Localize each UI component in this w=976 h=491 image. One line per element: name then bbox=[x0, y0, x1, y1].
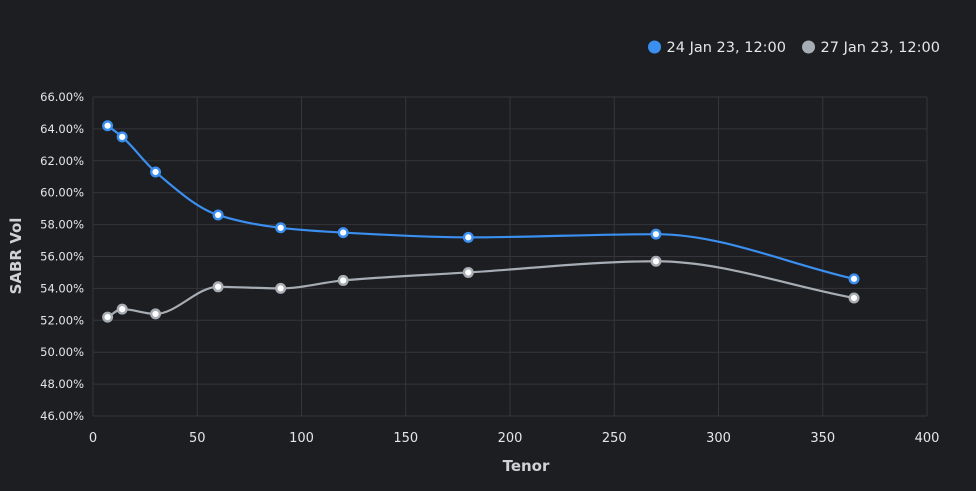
y-tick-label: 54.00% bbox=[40, 281, 84, 295]
legend[interactable]: 24 Jan 23, 12:00 27 Jan 23, 12:00 bbox=[648, 40, 940, 56]
data-point[interactable] bbox=[116, 131, 128, 143]
grid-lines bbox=[92, 96, 928, 417]
data-point[interactable] bbox=[337, 274, 349, 286]
y-tick-label: 62.00% bbox=[40, 154, 84, 168]
x-axis-title: Tenor bbox=[503, 457, 550, 475]
series-line-0 bbox=[106, 124, 856, 280]
legend-swatch bbox=[648, 40, 662, 54]
data-point[interactable] bbox=[275, 282, 287, 294]
x-tick-label: 250 bbox=[602, 431, 627, 446]
legend-item-1[interactable]: 27 Jan 23, 12:00 bbox=[802, 40, 940, 56]
x-tick-label: 300 bbox=[706, 431, 731, 446]
data-point[interactable] bbox=[212, 209, 224, 221]
x-tick-label: 50 bbox=[189, 431, 206, 446]
data-point[interactable] bbox=[337, 227, 349, 239]
data-point[interactable] bbox=[462, 231, 474, 243]
legend-swatch bbox=[802, 40, 816, 54]
y-tick-label: 64.00% bbox=[40, 122, 84, 136]
legend-label: 24 Jan 23, 12:00 bbox=[667, 40, 786, 56]
y-tick-label: 50.00% bbox=[40, 345, 84, 359]
data-point[interactable] bbox=[275, 222, 287, 234]
y-tick-label: 52.00% bbox=[40, 313, 84, 327]
legend-label: 27 Jan 23, 12:00 bbox=[821, 40, 940, 56]
data-point[interactable] bbox=[462, 266, 474, 278]
axis-tick-labels: 46.00% 48.00% 50.00% 52.00% 54.00% 56.00% 58.0… bbox=[40, 90, 939, 446]
series-markers bbox=[102, 120, 860, 323]
data-point[interactable] bbox=[150, 166, 162, 178]
legend-item-0[interactable]: 24 Jan 23, 12:00 bbox=[648, 40, 786, 56]
data-point[interactable] bbox=[848, 292, 860, 304]
data-point[interactable] bbox=[650, 228, 662, 240]
y-axis-title: SABR Vol bbox=[7, 218, 25, 295]
data-point[interactable] bbox=[848, 273, 860, 285]
x-tick-label: 100 bbox=[289, 431, 314, 446]
y-tick-label: 60.00% bbox=[40, 186, 84, 200]
x-tick-label: 400 bbox=[915, 431, 940, 446]
data-point[interactable] bbox=[650, 255, 662, 267]
x-tick-label: 150 bbox=[393, 431, 418, 446]
data-point[interactable] bbox=[116, 303, 128, 315]
x-tick-label: 0 bbox=[89, 431, 97, 446]
data-point[interactable] bbox=[212, 281, 224, 293]
x-tick-label: 200 bbox=[498, 431, 523, 446]
y-tick-label: 48.00% bbox=[40, 377, 84, 391]
x-tick-label: 350 bbox=[810, 431, 835, 446]
data-point[interactable] bbox=[150, 308, 162, 320]
y-tick-label: 58.00% bbox=[40, 218, 84, 232]
y-tick-label: 46.00% bbox=[40, 409, 84, 423]
y-tick-label: 56.00% bbox=[40, 250, 84, 264]
y-tick-label: 66.00% bbox=[40, 90, 84, 104]
data-point[interactable] bbox=[102, 311, 114, 323]
data-point[interactable] bbox=[102, 120, 114, 132]
